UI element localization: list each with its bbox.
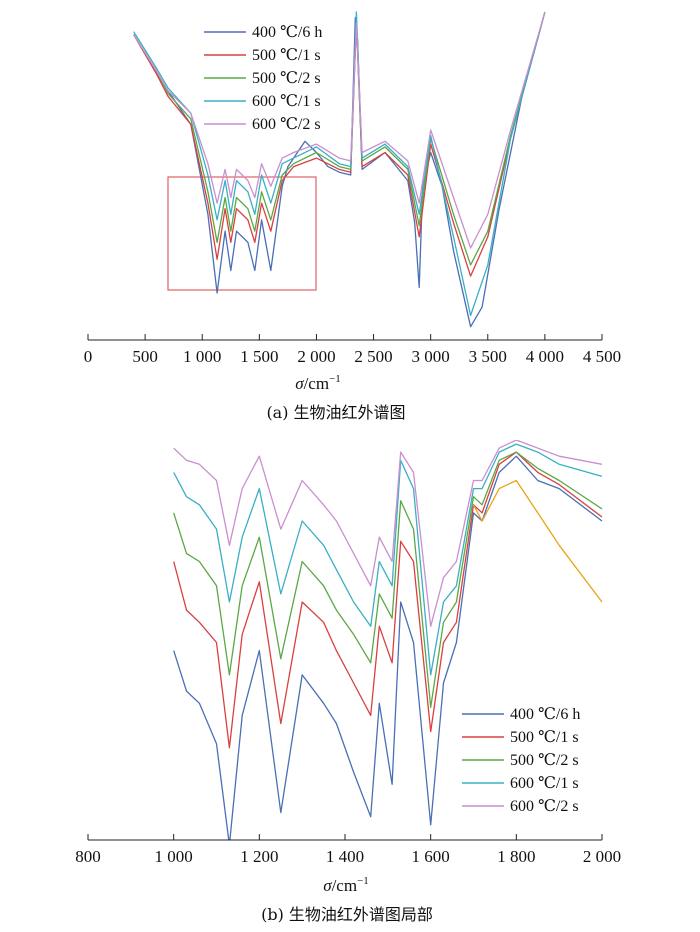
panel-b-tick-label: 800 — [75, 847, 101, 866]
panel-a-tick-label: 3 500 — [469, 347, 507, 366]
panel-a-series — [133, 11, 546, 328]
panel-a-ticks: 0 500 1 000 1 500 2 000 2 500 3 000 3 500 4 000 4… — [84, 334, 621, 366]
panel-a-tick-label: 500 — [132, 347, 158, 366]
panel-b-tick-label: 2 000 — [583, 847, 621, 866]
panel-a-caption: (a) 生物油红外谱图 — [266, 403, 405, 422]
panel-a-series-line-2 — [133, 11, 546, 277]
panel-b-series-line-6 — [472, 479, 603, 603]
panel-a: 0 500 1 000 1 500 2 000 2 500 3 000 3 500 4 000 4… — [84, 11, 621, 422]
panel-b-series-line-4 — [173, 443, 603, 676]
panel-b-tick-label: 1 600 — [412, 847, 450, 866]
panel-b-legend-label: 600 ℃/2 s — [510, 798, 579, 815]
panel-b-caption: (b) 生物油红外谱图局部 — [261, 905, 433, 924]
panel-a-tick-label: 1 500 — [240, 347, 278, 366]
panel-a-series-line-5 — [133, 11, 546, 249]
panel-b-ticks: 800 1 000 1 200 1 400 1 600 1 800 2 000 — [75, 834, 621, 866]
panel-a-series-line-3 — [133, 11, 546, 266]
panel-a-legend-label: 600 ℃/1 s — [252, 93, 321, 110]
panel-b-xlabel: σ/cm−1 — [323, 875, 369, 895]
panel-b-series — [173, 440, 603, 840]
panel-b-series-line-5 — [173, 440, 603, 627]
panel-a-legend-label: 500 ℃/1 s — [252, 47, 321, 64]
panel-a-legend: 400 ℃/6 h 500 ℃/1 s 500 ℃/2 s 600 ℃/1 s 600 … — [204, 24, 322, 133]
panel-a-tick-label: 4 500 — [583, 347, 621, 366]
panel-b-legend-label: 600 ℃/1 s — [510, 775, 579, 792]
panel-b-legend-label: 500 ℃/2 s — [510, 752, 579, 769]
panel-a-tick-label: 1 000 — [183, 347, 221, 366]
panel-b-series-line-3 — [173, 451, 603, 708]
panel-b: 800 1 000 1 200 1 400 1 600 1 800 2 000 400 ℃/… — [75, 440, 621, 924]
panel-a-tick-label: 3 000 — [412, 347, 450, 366]
panel-b-tick-label: 1 200 — [240, 847, 278, 866]
panel-b-series-line-1 — [173, 455, 603, 840]
panel-b-series-line-2 — [173, 451, 603, 749]
zoom-region-box — [167, 176, 317, 291]
panel-a-tick-label: 2 500 — [354, 347, 392, 366]
panel-b-tick-label: 1 400 — [326, 847, 364, 866]
panel-a-legend-label: 500 ℃/2 s — [252, 70, 321, 87]
panel-a-tick-label: 4 000 — [526, 347, 564, 366]
panel-a-series-line-4 — [133, 11, 546, 317]
panel-b-tick-label: 1 000 — [155, 847, 193, 866]
panel-b-legend-label: 500 ℃/1 s — [510, 729, 579, 746]
panel-b-tick-label: 1 800 — [497, 847, 535, 866]
panel-b-legend-label: 400 ℃/6 h — [510, 706, 580, 723]
panel-b-legend: 400 ℃/6 h 500 ℃/1 s 500 ℃/2 s 600 ℃/1 s 600 … — [462, 706, 580, 815]
panel-a-legend-label: 600 ℃/2 s — [252, 116, 321, 133]
panel-a-tick-label: 0 — [84, 347, 93, 366]
panel-a-legend-label: 400 ℃/6 h — [252, 24, 322, 41]
panel-a-xlabel: σ/cm−1 — [295, 373, 341, 393]
panel-a-tick-label: 2 000 — [297, 347, 335, 366]
